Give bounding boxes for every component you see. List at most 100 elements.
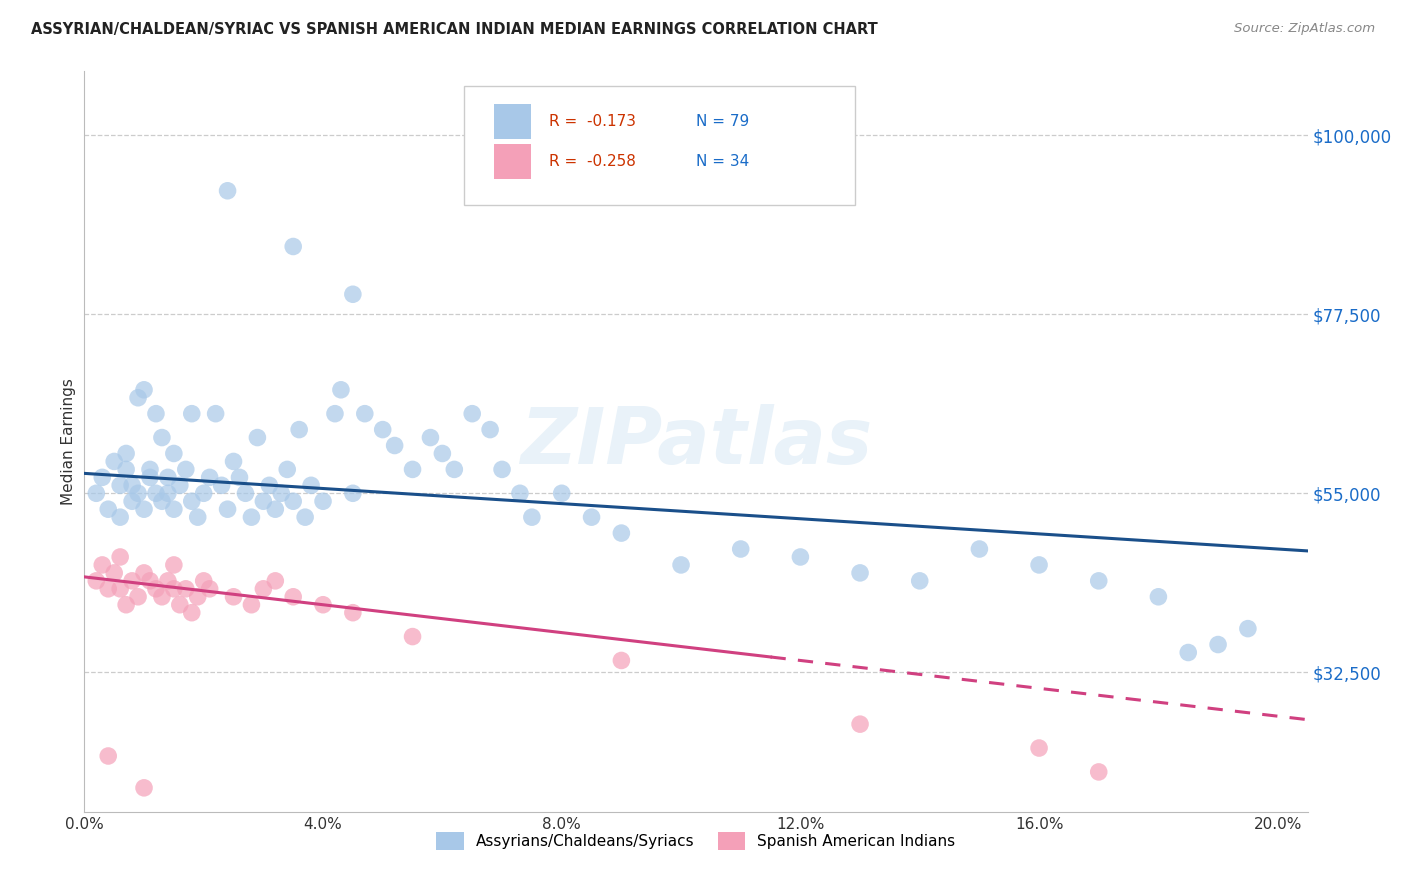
Point (384, 438, 406, 452)
Point (283, 239, 305, 253)
Point (127, 391, 149, 405)
Text: N = 79: N = 79 (696, 114, 749, 129)
Point (121, 478, 143, 492)
Point (108, 549, 131, 564)
Point (789, 549, 811, 564)
Point (139, 462, 162, 476)
Point (908, 574, 931, 588)
Point (299, 478, 322, 492)
Point (121, 494, 143, 508)
Point (127, 590, 149, 604)
Text: ZIPatlas: ZIPatlas (520, 403, 872, 480)
Point (115, 446, 138, 460)
Point (115, 598, 138, 612)
Point (294, 510, 316, 524)
FancyBboxPatch shape (464, 87, 855, 204)
Point (259, 478, 281, 492)
Point (432, 446, 454, 460)
Point (240, 510, 263, 524)
Point (108, 582, 131, 596)
Point (288, 423, 311, 437)
Point (108, 510, 131, 524)
Point (121, 574, 143, 588)
Point (103, 454, 125, 468)
Point (252, 494, 274, 508)
Point (312, 598, 335, 612)
Point (342, 287, 364, 301)
Point (187, 590, 209, 604)
Point (84, 574, 107, 588)
Point (198, 470, 221, 484)
Point (1177, 646, 1199, 660)
Point (1206, 638, 1229, 652)
Point (1028, 741, 1050, 756)
Point (969, 541, 991, 556)
Point (156, 470, 179, 484)
Point (211, 478, 233, 492)
Point (461, 407, 484, 421)
Point (401, 462, 423, 476)
Point (132, 780, 155, 795)
Point (139, 470, 162, 484)
Point (509, 486, 531, 500)
Point (520, 510, 543, 524)
Point (169, 598, 191, 612)
Point (849, 717, 872, 731)
Point (283, 590, 305, 604)
Point (264, 502, 287, 516)
Point (169, 478, 191, 492)
Point (246, 431, 269, 445)
Legend: Assyrians/Chaldeans/Syriacs, Spanish American Indians: Assyrians/Chaldeans/Syriacs, Spanish Ame… (430, 826, 962, 856)
Point (329, 383, 352, 397)
Point (610, 653, 633, 667)
Point (1087, 764, 1109, 779)
Point (669, 558, 692, 572)
Point (163, 582, 186, 596)
Point (610, 526, 633, 541)
Point (283, 494, 305, 508)
Point (193, 574, 215, 588)
Point (156, 574, 179, 588)
Point (132, 502, 155, 516)
Point (145, 407, 167, 421)
Point (371, 423, 394, 437)
Point (174, 582, 197, 596)
Point (222, 590, 245, 604)
Point (97, 582, 120, 596)
Point (97, 502, 120, 516)
Point (1087, 574, 1109, 588)
Point (312, 494, 335, 508)
Point (198, 582, 221, 596)
Point (180, 407, 202, 421)
Point (163, 446, 186, 460)
Point (150, 590, 173, 604)
Point (91, 558, 114, 572)
Point (353, 407, 375, 421)
Point (163, 502, 186, 516)
Point (204, 407, 226, 421)
Point (443, 462, 465, 476)
Text: R =  -0.258: R = -0.258 (550, 154, 636, 169)
Point (103, 566, 125, 580)
Point (217, 502, 239, 516)
Point (551, 486, 574, 500)
Point (276, 462, 298, 476)
Point (1028, 558, 1050, 572)
Point (581, 510, 603, 524)
Point (163, 558, 186, 572)
Point (1237, 622, 1260, 636)
Point (240, 598, 263, 612)
Text: ASSYRIAN/CHALDEAN/SYRIAC VS SPANISH AMERICAN INDIAN MEDIAN EARNINGS CORRELATION : ASSYRIAN/CHALDEAN/SYRIAC VS SPANISH AMER… (31, 22, 877, 37)
Point (84, 486, 107, 500)
Point (145, 486, 167, 500)
Text: N = 34: N = 34 (696, 154, 749, 169)
Point (91, 470, 114, 484)
Point (479, 423, 502, 437)
Point (193, 486, 215, 500)
Point (849, 566, 872, 580)
Point (491, 462, 513, 476)
Point (150, 431, 173, 445)
Point (115, 462, 138, 476)
Point (264, 574, 287, 588)
Point (150, 494, 173, 508)
